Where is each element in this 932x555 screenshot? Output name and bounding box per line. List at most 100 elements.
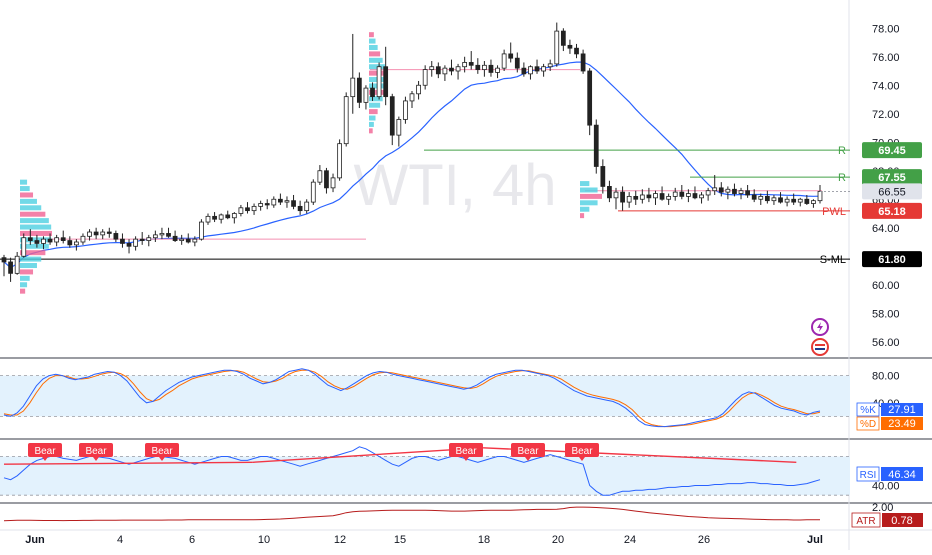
candle-body[interactable]	[87, 231, 92, 237]
candle-body[interactable]	[370, 87, 375, 98]
candle-body[interactable]	[74, 241, 79, 246]
candle-body[interactable]	[218, 214, 224, 220]
candle-body[interactable]	[653, 193, 658, 199]
candle-body[interactable]	[633, 195, 639, 200]
candle-body[interactable]	[593, 124, 599, 167]
candle-body[interactable]	[528, 66, 533, 75]
candle-body[interactable]	[343, 96, 349, 145]
candle-body[interactable]	[705, 190, 711, 196]
candle-body[interactable]	[185, 238, 191, 243]
candle-body[interactable]	[508, 53, 514, 59]
candle-body[interactable]	[778, 197, 783, 203]
candle-body[interactable]	[356, 77, 362, 103]
candle-body[interactable]	[416, 84, 421, 95]
candle-body[interactable]	[54, 237, 60, 243]
candle-body[interactable]	[93, 231, 99, 236]
candle-body[interactable]	[363, 87, 369, 103]
candle-body[interactable]	[784, 198, 790, 203]
candle-body[interactable]	[482, 64, 487, 70]
candle-body[interactable]	[580, 53, 586, 72]
candle-body[interactable]	[1, 257, 7, 263]
candle-body[interactable]	[251, 205, 257, 212]
candle-body[interactable]	[225, 214, 231, 219]
candle-body[interactable]	[429, 66, 435, 70]
candle-body[interactable]	[725, 188, 731, 193]
candle-body[interactable]	[14, 255, 20, 274]
candle-body[interactable]	[389, 96, 395, 136]
candle-body[interactable]	[34, 240, 40, 244]
candle-body[interactable]	[205, 215, 211, 223]
candle-body[interactable]	[607, 186, 612, 199]
candle-body[interactable]	[172, 235, 178, 241]
candle-body[interactable]	[304, 201, 310, 212]
candle-body[interactable]	[738, 190, 744, 194]
candle-body[interactable]	[791, 198, 797, 203]
candle-body[interactable]	[639, 194, 645, 200]
candle-body[interactable]	[686, 193, 691, 197]
candle-body[interactable]	[278, 198, 283, 203]
candle-body[interactable]	[396, 119, 402, 136]
candle-body[interactable]	[317, 170, 323, 183]
candle-body[interactable]	[541, 66, 546, 72]
candle-body[interactable]	[817, 191, 823, 202]
candle-body[interactable]	[324, 170, 329, 189]
candle-body[interactable]	[764, 195, 770, 202]
candle-body[interactable]	[271, 198, 277, 206]
candle-body[interactable]	[495, 67, 500, 73]
candle-body[interactable]	[264, 203, 270, 206]
candle-body[interactable]	[574, 47, 579, 55]
candle-body[interactable]	[106, 231, 112, 234]
candle-body[interactable]	[732, 188, 737, 194]
candle-body[interactable]	[245, 207, 250, 212]
candle-body[interactable]	[330, 177, 336, 189]
candle-body[interactable]	[41, 238, 46, 244]
candle-body[interactable]	[442, 67, 448, 75]
candle-body[interactable]	[133, 238, 138, 247]
candle-body[interactable]	[146, 237, 152, 241]
candle-body[interactable]	[179, 238, 185, 241]
candle-body[interactable]	[587, 70, 593, 126]
candle-body[interactable]	[291, 200, 296, 207]
candle-body[interactable]	[310, 181, 316, 203]
candle-body[interactable]	[646, 194, 652, 199]
candle-body[interactable]	[501, 53, 507, 69]
candle-body[interactable]	[403, 100, 408, 120]
candle-body[interactable]	[712, 187, 718, 192]
candle-body[interactable]	[100, 231, 106, 236]
candle-body[interactable]	[449, 67, 454, 72]
candle-body[interactable]	[659, 193, 665, 200]
candle-body[interactable]	[699, 194, 704, 199]
candle-body[interactable]	[620, 191, 625, 203]
candle-body[interactable]	[231, 213, 237, 219]
candle-body[interactable]	[488, 64, 494, 73]
candle-body[interactable]	[212, 215, 217, 220]
candle-body[interactable]	[534, 66, 540, 72]
candle-body[interactable]	[771, 197, 777, 202]
candle-body[interactable]	[422, 69, 428, 86]
lightning-icon[interactable]	[811, 318, 829, 336]
flag-icon[interactable]	[811, 338, 829, 356]
candle-body[interactable]	[67, 240, 73, 246]
candle-body[interactable]	[797, 198, 803, 203]
candle-body[interactable]	[27, 237, 33, 241]
candle-body[interactable]	[297, 205, 303, 212]
candle-body[interactable]	[192, 238, 198, 243]
candle-body[interactable]	[804, 198, 810, 204]
candle-body[interactable]	[751, 194, 757, 200]
candle-body[interactable]	[554, 30, 560, 65]
candle-body[interactable]	[159, 233, 165, 236]
candle-body[interactable]	[718, 187, 724, 193]
candle-body[interactable]	[284, 200, 290, 203]
candle-body[interactable]	[383, 66, 389, 98]
candle-body[interactable]	[811, 200, 816, 204]
candle-body[interactable]	[666, 195, 672, 200]
candle-body[interactable]	[350, 77, 356, 98]
candle-body[interactable]	[8, 261, 13, 274]
candle-body[interactable]	[126, 243, 132, 247]
candle-body[interactable]	[120, 238, 125, 244]
candle-body[interactable]	[626, 195, 632, 203]
candle-body[interactable]	[613, 191, 619, 199]
candle-body[interactable]	[409, 93, 415, 102]
candle-body[interactable]	[475, 64, 481, 70]
